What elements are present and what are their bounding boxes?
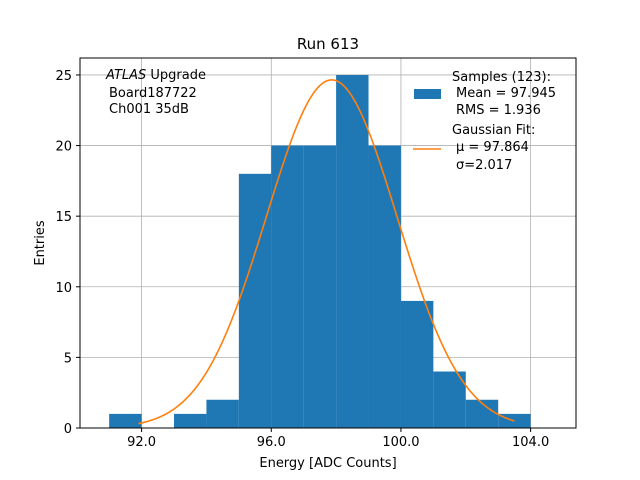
annotation-line-1-rest: Upgrade	[146, 68, 206, 83]
annotation-line-1: ATLAS Upgrade	[105, 68, 206, 83]
x-tick-label: 92.0	[127, 435, 156, 450]
legend-samples-line-3: RMS = 1.936	[456, 103, 541, 118]
histogram-bar	[238, 173, 272, 428]
plot-frame	[79, 57, 577, 429]
legend-fit-line-2: μ = 97.864	[456, 140, 529, 155]
x-tick-label: 100.0	[382, 435, 419, 450]
histogram-bar	[433, 371, 466, 428]
annotation-italic-word: ATLAS	[105, 68, 146, 83]
histogram-bar	[174, 413, 207, 428]
histogram-bars	[109, 74, 531, 428]
annotation-box: ATLAS Upgrade Board187722 Ch001 35dB	[105, 68, 206, 117]
x-axis: 92.0 96.0 100.0 104.0	[127, 428, 549, 450]
legend-samples-line-2: Mean = 97.945	[456, 86, 556, 101]
legend-fit-line-1: Gaussian Fit:	[452, 123, 535, 138]
legend: Samples (123): Mean = 97.945 RMS = 1.936…	[413, 70, 556, 173]
y-tick-label: 25	[55, 69, 72, 84]
x-tick-label: 96.0	[257, 435, 286, 450]
histogram-bar	[465, 399, 499, 428]
x-axis-title: Energy [ADC Counts]	[259, 456, 396, 471]
legend-samples-line-1: Samples (123):	[452, 70, 551, 85]
y-tick-label: 0	[64, 422, 72, 437]
histogram-bar	[271, 145, 304, 428]
y-axis-title: Entries	[33, 220, 48, 266]
legend-fit-line-3: σ=2.017	[456, 158, 512, 173]
histogram-bar	[368, 145, 401, 428]
histogram-bar	[303, 145, 337, 428]
histogram-bar	[336, 74, 369, 428]
chart-title: Run 613	[297, 35, 359, 53]
y-tick-label: 10	[55, 281, 72, 296]
histogram-bar	[109, 413, 142, 428]
x-tick-label: 104.0	[512, 435, 549, 450]
annotation-line-3: Ch001 35dB	[109, 102, 189, 117]
y-tick-label: 5	[64, 351, 72, 366]
histogram-bar	[400, 300, 434, 428]
legend-samples-swatch	[414, 89, 441, 99]
histogram-bar	[206, 399, 239, 428]
y-axis: 0 5 10 15 20 25	[55, 69, 80, 437]
annotation-line-2: Board187722	[109, 86, 197, 101]
gaussian-fit	[138, 79, 515, 425]
gaussian-fit-curve	[138, 79, 515, 425]
y-tick-label: 20	[55, 140, 72, 155]
y-tick-label: 15	[55, 210, 72, 225]
